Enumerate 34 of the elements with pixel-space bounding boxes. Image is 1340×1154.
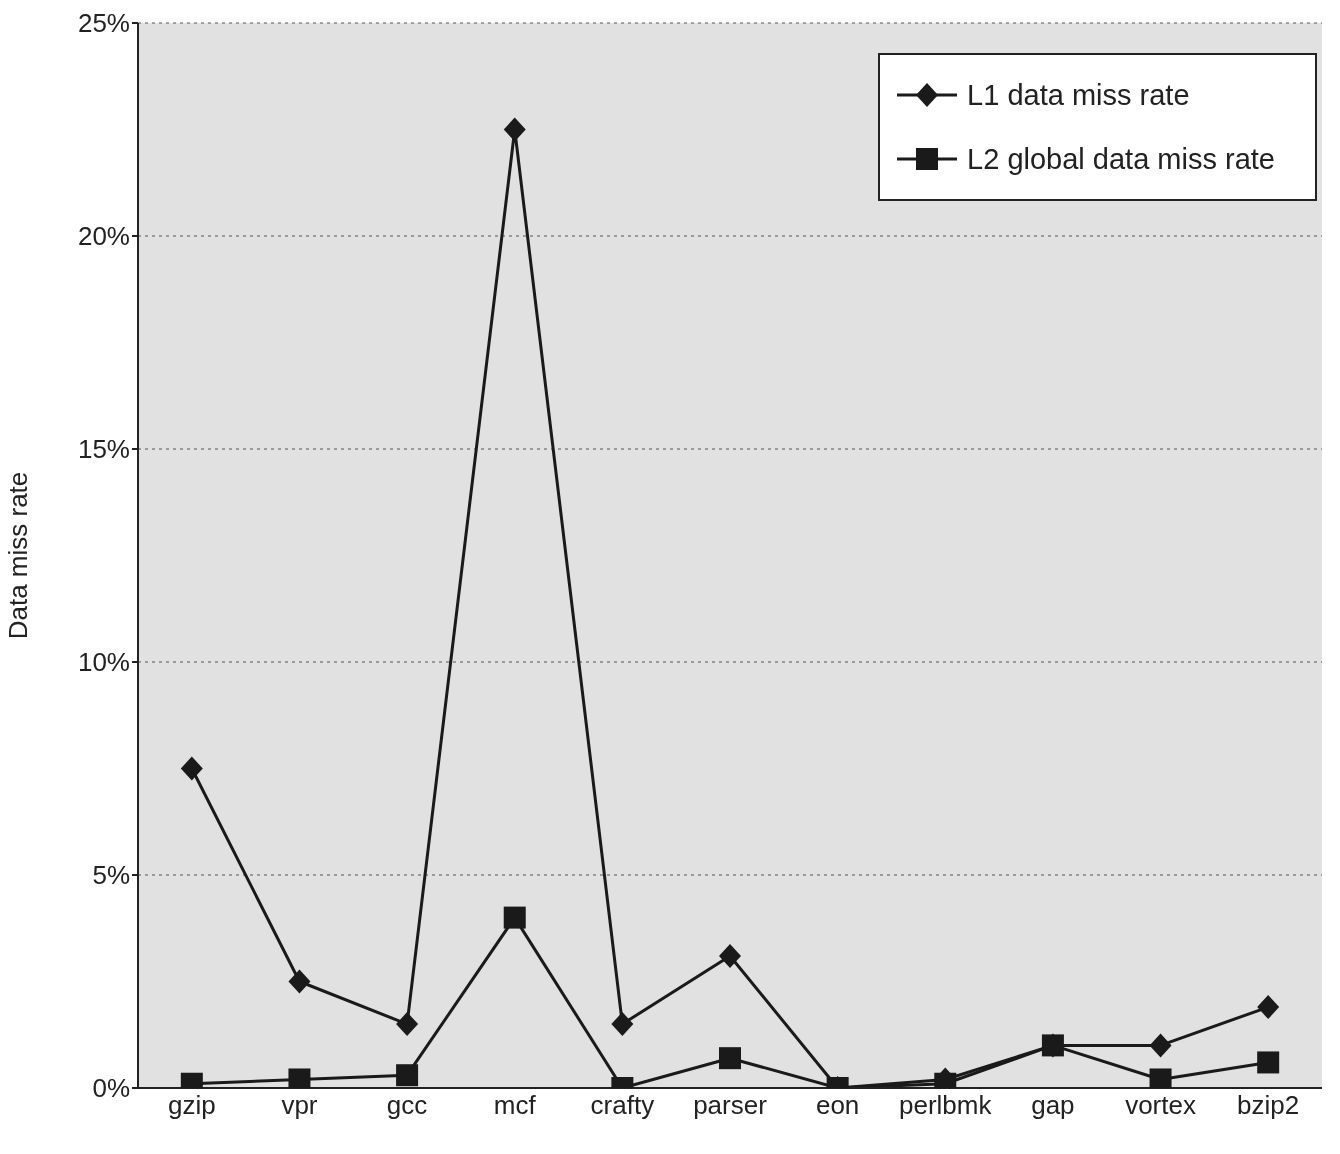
x-tick-label: gcc [386,1090,428,1121]
point [1257,1051,1280,1074]
point [503,906,526,929]
point [396,1064,419,1087]
x-tick-label: gzip [167,1090,216,1121]
point [1257,995,1280,1020]
y-axis-title: Data miss rate [3,471,34,640]
legend-label: L2 global data miss rate [967,142,1275,176]
y-tick-label: 5% [92,860,130,891]
x-tick-label: eon [815,1090,860,1121]
x-tick-label: gap [1031,1090,1075,1121]
point [503,117,526,142]
x-tick-label: crafty [590,1090,655,1121]
point [288,1068,311,1088]
x-tick-label: bzip2 [1237,1090,1300,1121]
x-tick-label: mcf [493,1090,537,1121]
x-tick-label: perlbmk [899,1090,993,1121]
point [396,1012,419,1037]
point [719,943,741,968]
point [1149,1033,1172,1058]
x-tick-label: vpr [281,1090,318,1121]
point [180,756,203,781]
point [719,1047,741,1070]
x-tick-label: parser [693,1090,768,1121]
point [1149,1068,1172,1088]
y-tick-label: 0% [92,1073,130,1104]
y-tick-label: 10% [77,647,130,678]
point [611,1012,634,1037]
y-tick-label: 20% [77,221,130,252]
x-tick-label: vortex [1125,1090,1196,1121]
y-tick-label: 15% [77,434,130,465]
point [288,969,311,994]
y-tick-label: 25% [77,8,130,39]
legend-label: L1 data miss rate [967,78,1190,112]
